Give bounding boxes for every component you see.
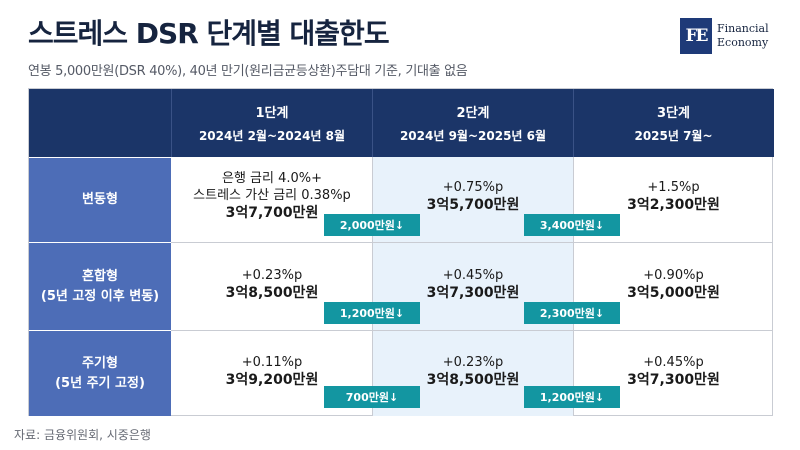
table-cell: +0.45%p 3억7,300만원 bbox=[574, 354, 773, 389]
stage-label: 3단계 bbox=[657, 106, 690, 121]
cell-limit: 3억7,300만원 bbox=[627, 372, 720, 388]
header-divider bbox=[573, 89, 574, 157]
header-divider bbox=[372, 89, 373, 157]
cell-rate: +1.5%p bbox=[647, 180, 700, 195]
row-divider bbox=[171, 330, 773, 331]
cell-rate: +0.23%p bbox=[241, 268, 303, 283]
stage-period: 2025년 7월~ bbox=[634, 129, 713, 143]
limit-decrease-badge: 3,400만원↓ bbox=[524, 214, 620, 236]
table-cell: +0.90%p 3억5,000만원 bbox=[574, 267, 773, 302]
brand-logo: FE Financial Economy bbox=[680, 14, 790, 58]
row-type: 변동형 bbox=[82, 192, 118, 207]
limit-decrease-badge: 2,000만원↓ bbox=[324, 214, 420, 236]
logo-text-line2: Economy bbox=[717, 36, 769, 49]
cell-rate: +0.23%p bbox=[442, 355, 504, 370]
cell-rate: +0.45%p bbox=[643, 355, 704, 370]
row-type-sub: (5년 고정 이후 변동) bbox=[40, 288, 160, 304]
cell-rate: +0.45%p bbox=[442, 268, 504, 283]
cell-limit: 3억8,500만원 bbox=[426, 372, 520, 388]
limit-decrease-badge: 1,200만원↓ bbox=[324, 302, 420, 324]
source-note: 자료: 금융위원회, 시중은행 bbox=[14, 428, 151, 442]
limit-decrease-badge: 700만원↓ bbox=[324, 386, 420, 408]
table-cell: +0.11%p 3억9,200만원 bbox=[172, 354, 372, 389]
logo-text-line1: Financial bbox=[717, 22, 769, 35]
column-divider bbox=[573, 157, 574, 416]
cell-rate: +0.90%p bbox=[643, 268, 704, 283]
column-divider bbox=[372, 157, 373, 416]
cell-rate: +0.11%p bbox=[241, 355, 303, 370]
stage-period: 2024년 9월~2025년 6월 bbox=[399, 129, 547, 143]
cell-limit: 3억7,300만원 bbox=[426, 285, 520, 301]
cell-limit: 3억5,700만원 bbox=[426, 197, 520, 213]
table-header: 1단계 2024년 2월~2024년 8월 2단계 2024년 9월~2025년… bbox=[29, 89, 774, 157]
page-subtitle: 연봉 5,000만원(DSR 40%), 40년 만기(원리금균등상환)주담대 … bbox=[28, 64, 468, 79]
row-header-variable: 변동형 bbox=[29, 157, 171, 242]
cell-rate: 은행 금리 4.0%+ bbox=[221, 171, 323, 186]
limit-decrease-badge: 2,300만원↓ bbox=[524, 302, 620, 324]
row-type: 혼합형 bbox=[82, 268, 118, 284]
stage-label: 2단계 bbox=[456, 106, 490, 121]
column-header-stage1: 1단계 2024년 2월~2024년 8월 bbox=[172, 89, 372, 157]
header-divider bbox=[171, 89, 172, 157]
stage-label: 1단계 bbox=[255, 106, 289, 121]
row-header-hybrid: 혼합형 (5년 고정 이후 변동) bbox=[29, 242, 171, 330]
dsr-limit-table: 1단계 2024년 2월~2024년 8월 2단계 2024년 9월~2025년… bbox=[28, 88, 774, 416]
page-title: 스트레스 DSR 단계별 대출한도 bbox=[28, 17, 390, 50]
table-cell: +1.5%p 3억2,300만원 bbox=[574, 179, 773, 214]
row-type-sub: (5년 주기 고정) bbox=[55, 375, 145, 391]
row-type: 주기형 bbox=[82, 355, 118, 371]
column-header-stage2: 2단계 2024년 9월~2025년 6월 bbox=[373, 89, 573, 157]
cell-limit: 3억7,700만원 bbox=[225, 205, 319, 221]
table-cell: +0.45%p 3억7,300만원 bbox=[373, 267, 573, 302]
row-divider bbox=[171, 242, 773, 243]
cell-limit: 3억8,500만원 bbox=[225, 285, 319, 301]
stage2-column-highlight bbox=[372, 157, 573, 416]
logo-mark: FE bbox=[680, 18, 712, 54]
stage-period: 2024년 2월~2024년 8월 bbox=[198, 129, 346, 143]
row-header-periodic: 주기형 (5년 주기 고정) bbox=[29, 330, 171, 416]
limit-decrease-badge: 1,200만원↓ bbox=[524, 386, 620, 408]
cell-rate-detail: 스트레스 가산 금리 0.38%p bbox=[193, 188, 351, 203]
table-cell: +0.23%p 3억8,500만원 bbox=[172, 267, 372, 302]
table-cell: 은행 금리 4.0%+ 스트레스 가산 금리 0.38%p 3억7,700만원 bbox=[172, 170, 372, 222]
table-cell: +0.23%p 3억8,500만원 bbox=[373, 354, 573, 389]
column-header-stage3: 3단계 2025년 7월~ bbox=[574, 89, 773, 157]
cell-rate: +0.75%p bbox=[442, 180, 504, 195]
cell-limit: 3억9,200만원 bbox=[225, 372, 319, 388]
cell-limit: 3억2,300만원 bbox=[627, 197, 720, 213]
table-cell: +0.75%p 3억5,700만원 bbox=[373, 179, 573, 214]
cell-limit: 3억5,000만원 bbox=[627, 285, 720, 301]
logo-text: Financial Economy bbox=[717, 22, 769, 50]
